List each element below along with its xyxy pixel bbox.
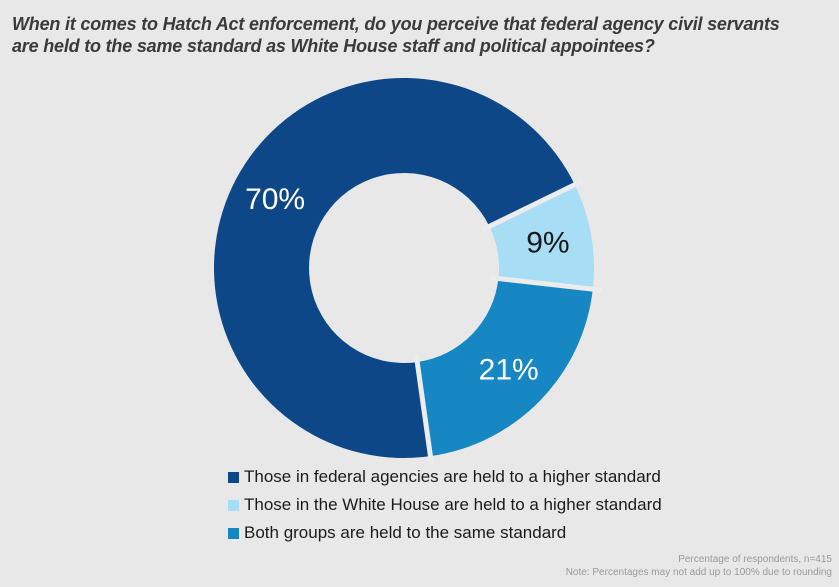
legend-swatch-federal-agencies	[228, 471, 239, 483]
legend-item-both-groups: Both groups are held to the same standar…	[228, 519, 662, 547]
footnote-rounding: Note: Percentages may not add up to 100%…	[565, 567, 832, 578]
legend-label-white-house: Those in the White House are held to a h…	[244, 495, 662, 514]
legend-label-federal-agencies: Those in federal agencies are held to a …	[244, 467, 661, 486]
title-line-1: When it comes to Hatch Act enforcement, …	[12, 14, 780, 34]
slice-separator-2	[490, 275, 603, 293]
legend-item-white-house: Those in the White House are held to a h…	[228, 491, 662, 519]
legend-item-federal-agencies: Those in federal agencies are held to a …	[228, 463, 662, 491]
legend-swatch-white-house	[228, 499, 239, 511]
pie-slice-0	[213, 77, 575, 458]
title-line-2: are held to the same standard as White H…	[12, 36, 655, 56]
slice-separator-0	[413, 353, 435, 466]
pie-slice-1	[489, 184, 595, 290]
donut-chart: 70% 9% 21%	[213, 77, 603, 466]
chart-question-title: When it comes to Hatch Act enforcement, …	[12, 13, 780, 57]
slice-value-label-0: 70%	[245, 183, 305, 216]
legend-swatch-both-groups	[228, 527, 239, 539]
legend-label-both-groups: Both groups are held to the same standar…	[244, 523, 567, 542]
slice-value-label-2: 21%	[479, 353, 539, 386]
chart-legend: Those in federal agencies are held to a …	[228, 463, 662, 547]
footnote-respondents: Percentage of respondents, n=415	[678, 554, 832, 565]
pie-slice-2	[417, 278, 593, 457]
slice-value-label-1: 9%	[526, 227, 569, 260]
slice-separator-1	[481, 178, 584, 233]
chart-footnotes: Percentage of respondents, n=415 Note: P…	[566, 553, 832, 579]
